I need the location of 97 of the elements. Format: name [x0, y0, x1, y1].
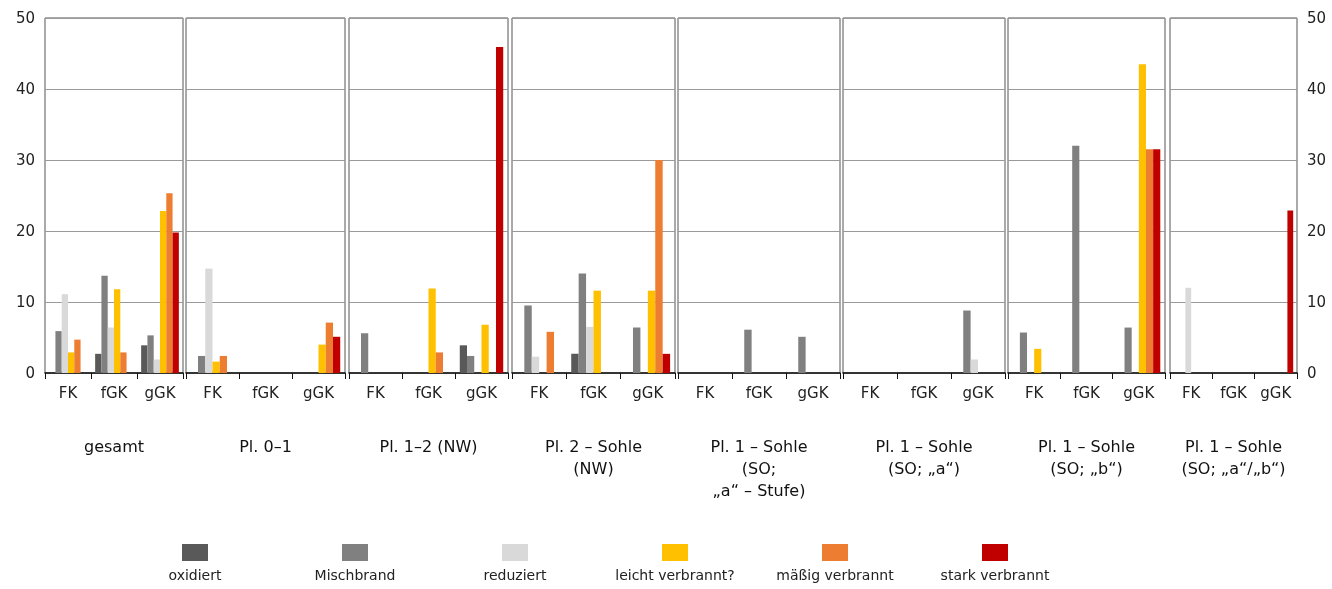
x-tick-label: fGK — [100, 383, 129, 402]
legend-label: Mischbrand — [314, 567, 396, 583]
legend-label: oxidiert — [168, 567, 222, 583]
x-axis-title: gesamt — [84, 436, 144, 456]
x-tick-label: FK — [1024, 383, 1045, 402]
x-tick-label: gGK — [466, 383, 499, 402]
bar — [428, 288, 436, 373]
x-tick-label: gGK — [1123, 383, 1156, 402]
y-tick-label: 30 — [15, 151, 35, 169]
bar — [114, 289, 121, 373]
bar — [1034, 348, 1042, 373]
y2-tick-label: 50 — [1307, 9, 1327, 27]
legend-label: stark verbrannt — [940, 567, 1050, 583]
bar — [205, 268, 213, 373]
bar — [481, 324, 489, 373]
y-tick-label: 20 — [15, 222, 35, 240]
x-tick-label: FK — [1181, 383, 1202, 402]
x-tick-label: FK — [695, 383, 716, 402]
bar — [95, 353, 102, 373]
x-tick-label: FK — [203, 383, 223, 402]
x-axis-title: Pl. 1–2 (NW) — [379, 436, 478, 456]
y2-tick-label: 30 — [1307, 151, 1327, 169]
bar — [459, 345, 468, 373]
bar — [332, 336, 341, 373]
bar — [571, 353, 579, 373]
x-tick-label: gGK — [303, 383, 336, 402]
x-tick-label: fGK — [1073, 383, 1102, 402]
bar — [219, 355, 227, 373]
bar — [153, 359, 160, 373]
bar — [361, 333, 369, 373]
y2-tick-label: 10 — [1307, 293, 1327, 311]
y2-tick-label: 0 — [1307, 364, 1317, 382]
bar — [531, 356, 540, 373]
legend-label: reduziert — [483, 567, 547, 583]
x-tick-label: fGK — [745, 383, 774, 402]
bar — [141, 345, 148, 373]
bar — [586, 326, 594, 373]
bar — [1124, 327, 1132, 373]
x-axis-title: Pl. 2 – Sohle (NW) — [545, 436, 642, 478]
y2-tick-label: 40 — [1307, 80, 1327, 98]
bar — [1019, 332, 1028, 373]
bar — [147, 335, 154, 373]
bar — [647, 290, 656, 373]
y-tick-label: 10 — [15, 293, 35, 311]
bar — [1153, 149, 1161, 373]
bar — [160, 211, 167, 373]
x-tick-label: FK — [366, 383, 386, 402]
y2-tick-label: 20 — [1307, 222, 1327, 240]
x-tick-label: fGK — [1220, 383, 1249, 402]
bar — [578, 273, 587, 373]
bar — [524, 305, 532, 373]
x-tick-label: gGK — [1260, 383, 1293, 402]
bar — [1138, 64, 1146, 373]
x-tick-label: FK — [58, 383, 79, 402]
bar — [120, 352, 127, 373]
legend-label: leicht verbrannt? — [615, 567, 735, 583]
bar — [55, 331, 62, 373]
x-axis-title: Pl. 0–1 — [239, 436, 292, 456]
bar — [655, 160, 663, 373]
x-axis-title: Pl. 1 – Sohle (SO; „a“) — [875, 436, 973, 478]
bar — [325, 322, 333, 373]
x-axis-title: Pl. 1 – Sohle (SO; „b“) — [1038, 436, 1135, 478]
x-tick-label: gGK — [797, 383, 830, 402]
bar — [61, 294, 68, 373]
bar — [107, 327, 114, 373]
y-tick-label: 50 — [15, 9, 35, 27]
bar — [632, 327, 641, 373]
x-tick-label: fGK — [580, 383, 609, 402]
bar — [662, 353, 671, 373]
bar — [495, 47, 504, 373]
bar — [467, 355, 475, 373]
x-tick-label: fGK — [910, 383, 939, 402]
x-axis-title: Pl. 1 – Sohle (SO; „a“ – Stufe) — [710, 436, 808, 500]
x-tick-label: gGK — [144, 383, 177, 402]
x-tick-label: fGK — [415, 383, 444, 402]
bar — [68, 352, 75, 373]
bar — [166, 193, 173, 373]
x-tick-label: FK — [860, 383, 881, 402]
y-tick-label: 40 — [15, 80, 35, 98]
bar — [74, 339, 81, 373]
bar — [101, 275, 108, 373]
bar — [198, 355, 206, 373]
x-tick-label: gGK — [632, 383, 665, 402]
x-axis-title: Pl. 1 – Sohle (SO; „a“/„b“) — [1181, 436, 1286, 478]
bar — [1145, 149, 1154, 373]
y-tick-label: 0 — [25, 364, 35, 382]
bar — [172, 232, 179, 373]
bar — [318, 344, 326, 373]
bar — [593, 290, 601, 373]
bar — [1072, 145, 1080, 373]
legend-label: mäßig verbrannt — [776, 567, 894, 583]
bar — [546, 331, 555, 373]
bar — [435, 352, 443, 373]
bar — [212, 361, 220, 373]
x-tick-label: fGK — [252, 383, 281, 402]
x-tick-label: FK — [529, 383, 550, 402]
x-tick-label: gGK — [962, 383, 995, 402]
